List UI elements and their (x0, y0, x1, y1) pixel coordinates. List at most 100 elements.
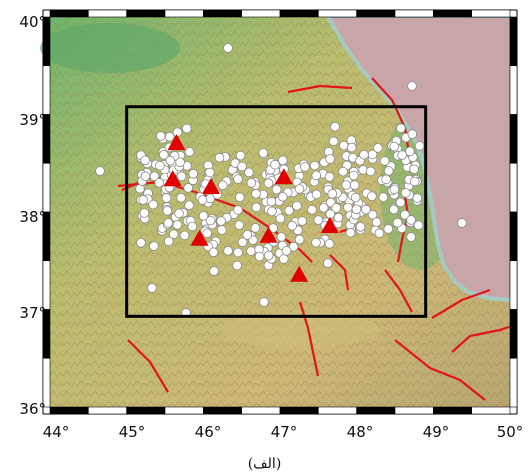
frame-segment (203, 406, 242, 415)
earthquake-event (234, 220, 245, 230)
earthquake-event (149, 241, 159, 251)
earthquake-event (246, 246, 256, 256)
earthquake-event (311, 237, 321, 248)
y-tick-label: 39° (19, 111, 46, 129)
earthquake-event (409, 164, 419, 175)
earthquake-event (271, 184, 282, 195)
earthquake-event (367, 209, 378, 220)
earthquake-event (294, 184, 305, 194)
fault-line (329, 254, 350, 291)
earthquake-event (407, 129, 418, 139)
earthquake-event (281, 246, 292, 256)
earthquake-event (202, 228, 213, 239)
frame-segment (509, 114, 518, 164)
earthquake-event (300, 162, 310, 172)
earthquake-event (139, 208, 150, 218)
earthquake-event (267, 206, 277, 217)
earthquake-event (457, 218, 467, 228)
frame-segment (164, 406, 204, 415)
frame-segment (318, 9, 357, 18)
earthquake-event (409, 176, 420, 187)
fault-line (298, 301, 320, 377)
frame-segment (471, 9, 511, 18)
x-tick-label: 50° (497, 423, 524, 441)
earthquake-event (176, 193, 186, 203)
earthquake-event (349, 180, 360, 190)
y-tick-label: 38° (19, 208, 46, 226)
earthquake-event (396, 123, 406, 133)
earthquake-event (188, 169, 199, 179)
earthquake-event (313, 215, 324, 225)
frame-segment (509, 162, 518, 213)
earthquake-event (218, 180, 228, 191)
earthquake-event (175, 157, 185, 168)
earthquake-event (389, 184, 400, 195)
earthquake-event (136, 238, 146, 248)
frame-segment (42, 260, 51, 310)
frame-segment (356, 406, 396, 415)
frame-segment (509, 357, 518, 408)
earthquake-event (407, 81, 417, 91)
frame-segment (126, 9, 166, 18)
earthquake-event (414, 141, 425, 151)
earthquake-event (140, 155, 150, 166)
earthquake-event (266, 196, 277, 207)
frame-segment (509, 309, 518, 359)
earthquake-event (348, 170, 359, 181)
frame-segment (433, 9, 472, 18)
frame-segment (471, 406, 511, 415)
earthquake-event (159, 150, 169, 160)
earthquake-event (156, 131, 166, 141)
frame-segment (88, 406, 127, 415)
earthquake-event (338, 166, 348, 177)
fault-line (287, 84, 353, 94)
fault-line (384, 269, 413, 313)
coastal-shelf (326, 15, 511, 302)
earthquake-event (292, 201, 302, 211)
earthquake-event (263, 178, 274, 189)
frame-segment (42, 357, 51, 408)
earthquake-event (311, 189, 322, 200)
earthquake-event (174, 208, 184, 219)
earthquake-event (400, 210, 410, 220)
earthquake-event (233, 247, 243, 258)
earthquake-event (163, 218, 174, 228)
earthquake-event (184, 200, 194, 211)
earthquake-event (246, 178, 257, 188)
earthquake-event (168, 229, 179, 240)
seismic-station-triangle (163, 170, 182, 187)
y-tick-label: 37° (19, 304, 46, 322)
earthquake-event (389, 141, 400, 152)
earthquake-event (371, 217, 382, 228)
earthquake-event (244, 167, 254, 178)
earthquake-event (383, 166, 394, 176)
earthquake-event (346, 142, 357, 153)
seismic-station-triangle (190, 229, 209, 246)
frame-segment (88, 9, 127, 18)
earthquake-event (242, 230, 253, 240)
earthquake-event (412, 193, 423, 203)
fault-line (394, 339, 486, 401)
earthquake-event (172, 127, 183, 138)
earthquake-event (198, 211, 209, 221)
earthquake-event (324, 239, 335, 249)
earthquake-event (154, 178, 165, 188)
earthquake-event (345, 227, 356, 238)
earthquake-event (235, 150, 246, 161)
frame-segment (433, 406, 472, 415)
earthquake-event (277, 192, 288, 202)
earthquake-event (404, 146, 415, 157)
earthquake-event (359, 149, 369, 160)
earthquake-event (339, 140, 349, 151)
earthquake-event (350, 192, 361, 203)
x-axis-labels: 44° 45° 46° 47° 48° 49° 50° (43, 423, 524, 441)
x-tick-label: 45° (119, 423, 146, 441)
earthquake-event (182, 123, 192, 134)
earthquake-event (361, 204, 371, 215)
earthquake-event (333, 212, 344, 223)
earthquake-event (388, 204, 399, 215)
frame-segment (279, 406, 319, 415)
earthquake-event (297, 216, 308, 226)
earthquake-event (325, 154, 335, 164)
earthquake-event (270, 159, 280, 170)
